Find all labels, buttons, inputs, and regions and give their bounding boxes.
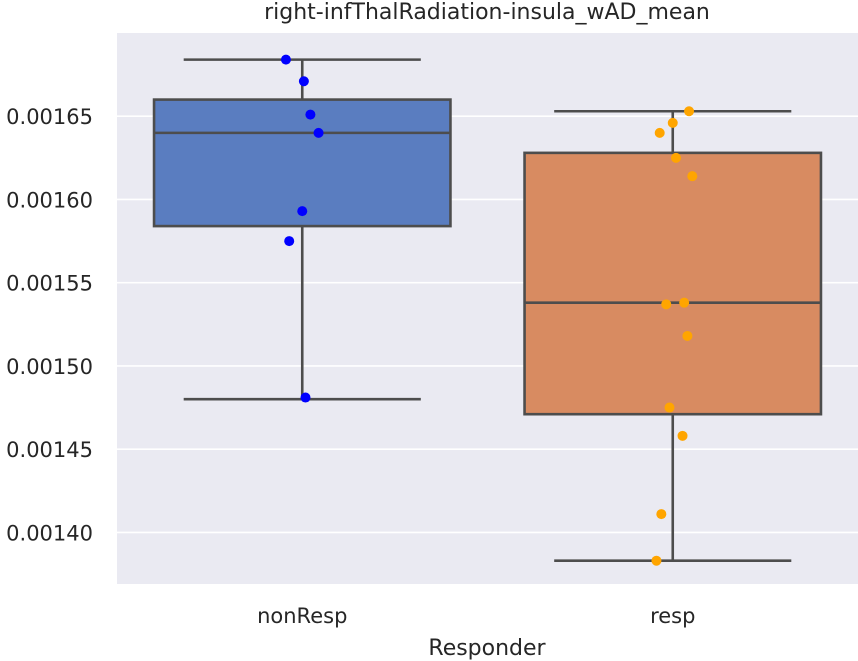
data-point xyxy=(297,206,308,217)
y-axis-ticks: 0.00140 0.00145 0.00150 0.00155 0.00160 0.001… xyxy=(6,105,93,545)
x-tick-label: nonResp xyxy=(257,604,347,628)
y-tick-label: 0.00150 xyxy=(6,355,93,379)
y-tick-label: 0.00165 xyxy=(6,105,93,129)
x-axis-label: Responder xyxy=(428,636,546,661)
data-point xyxy=(651,555,662,566)
data-point xyxy=(305,109,316,120)
data-point xyxy=(656,509,667,520)
data-point xyxy=(661,299,672,310)
data-point xyxy=(677,430,688,441)
data-point xyxy=(313,127,324,138)
data-point xyxy=(667,117,678,128)
data-point xyxy=(687,171,698,182)
data-point xyxy=(284,236,295,247)
y-tick-label: 0.00160 xyxy=(6,188,93,212)
y-tick-label: 0.00140 xyxy=(6,521,93,545)
strip-points xyxy=(280,54,698,566)
y-tick-label: 0.00145 xyxy=(6,438,93,462)
data-point xyxy=(679,297,690,308)
data-point xyxy=(654,127,665,138)
iqr-box xyxy=(523,151,823,416)
y-gridlines xyxy=(117,115,858,534)
box-resp xyxy=(523,109,823,562)
data-point xyxy=(298,76,309,87)
data-point xyxy=(664,402,675,413)
data-point xyxy=(300,392,311,403)
y-tick-label: 0.00155 xyxy=(6,272,93,296)
x-axis-ticks: nonResp resp xyxy=(257,604,695,628)
x-tick-label: resp xyxy=(650,604,695,628)
chart-title: right-infThalRadiation-insula_wAD_mean xyxy=(264,0,710,25)
data-point xyxy=(682,330,693,341)
iqr-box xyxy=(152,98,452,228)
data-point xyxy=(684,106,695,117)
data-point xyxy=(280,54,291,65)
data-point xyxy=(671,152,682,163)
